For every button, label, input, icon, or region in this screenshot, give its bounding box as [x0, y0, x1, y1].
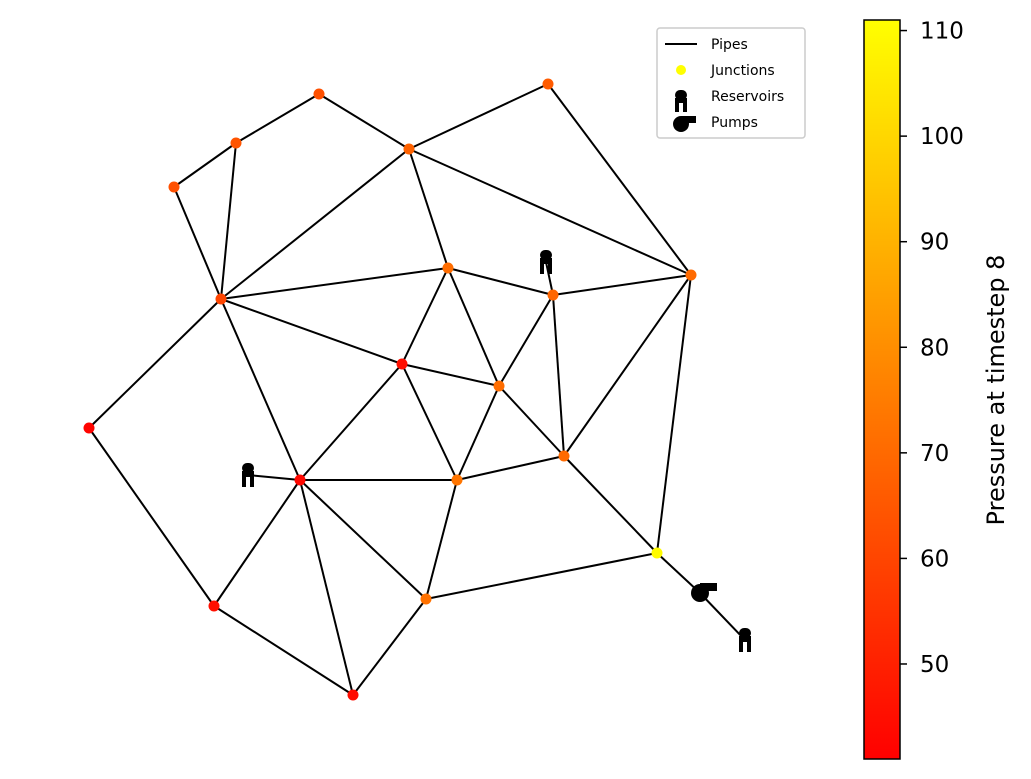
reservoir-icon: [242, 463, 254, 487]
pipe: [552, 274, 692, 296]
pipe: [352, 598, 427, 696]
junction-node: [83, 422, 95, 434]
colorbar-tick-label: 60: [920, 546, 949, 572]
pipe: [220, 298, 301, 481]
junction-node: [215, 293, 227, 305]
legend: Pipes Junctions Reservoirs Pumps: [656, 27, 806, 139]
legend-reservoirs-label: Reservoirs: [711, 89, 784, 105]
junction-node: [396, 358, 408, 370]
colorbar-label: Pressure at timestep 8: [982, 255, 1010, 526]
pipe: [547, 83, 692, 276]
pipe: [447, 267, 554, 296]
legend-junction-swatch: [676, 65, 686, 75]
pipe: [235, 93, 320, 144]
pipe: [699, 592, 746, 641]
pipe: [173, 142, 237, 188]
junction-node: [347, 689, 359, 701]
colorbar-tick-label: 110: [920, 19, 964, 45]
junction-node: [442, 262, 454, 274]
colorbar: 50 60 70 80 90 100 110 Pressure at timestep 8: [863, 19, 1010, 760]
pipe: [545, 261, 554, 296]
pipe: [220, 267, 449, 300]
pipe: [299, 479, 427, 600]
junction-node: [542, 78, 554, 90]
pipe: [456, 385, 500, 481]
pipe: [213, 479, 301, 607]
reservoir-icon: [739, 628, 751, 652]
reservoir-icon: [540, 250, 552, 274]
pipes-layer: [88, 83, 746, 696]
junction-node: [420, 593, 432, 605]
colorbar-tick-label: 100: [920, 124, 964, 150]
pipe: [247, 474, 301, 481]
pipe: [498, 385, 565, 457]
junction-node: [451, 474, 463, 486]
pipe: [563, 274, 692, 457]
pumps-layer: [691, 583, 717, 602]
pipe: [220, 148, 410, 300]
junction-node: [651, 547, 663, 559]
junction-node: [403, 143, 415, 155]
junction-node: [493, 380, 505, 392]
pipe: [563, 455, 658, 554]
legend-reservoir-icon: [675, 90, 687, 112]
colorbar-gradient: [863, 19, 901, 760]
pipe: [656, 552, 701, 594]
pipe: [401, 363, 500, 387]
pipe: [88, 427, 215, 607]
junctions-layer: [83, 78, 697, 701]
pipe: [408, 148, 692, 276]
reservoirs-layer: [242, 250, 751, 652]
junction-node: [685, 269, 697, 281]
pipe: [173, 186, 222, 300]
junction-node: [313, 88, 325, 100]
junction-node: [208, 600, 220, 612]
colorbar-ticks: 50 60 70 80 90 100 110: [900, 19, 964, 678]
legend-frame: [656, 27, 806, 139]
legend-pipes-label: Pipes: [711, 37, 748, 53]
junction-node: [168, 181, 180, 193]
pipe: [408, 83, 549, 150]
colorbar-tick-label: 80: [920, 335, 949, 361]
junction-node: [558, 450, 570, 462]
pipe: [498, 294, 554, 387]
pipe: [213, 605, 354, 696]
pipe: [299, 479, 354, 696]
pipe: [299, 363, 403, 481]
junction-node: [294, 474, 306, 486]
junction-node: [547, 289, 559, 301]
colorbar-tick-label: 90: [920, 230, 949, 256]
pipe: [408, 148, 449, 269]
pipe: [656, 274, 692, 554]
legend-pump-icon: [673, 116, 696, 132]
pipe: [401, 363, 458, 481]
pipe: [425, 479, 458, 600]
pipe: [425, 552, 658, 600]
pipe: [456, 455, 565, 481]
pipe: [401, 267, 449, 365]
pipe: [220, 298, 403, 365]
pump-icon: [691, 583, 717, 602]
colorbar-tick-label: 70: [920, 441, 949, 467]
pipe: [88, 298, 222, 429]
pipe: [220, 142, 237, 300]
junction-node: [230, 137, 242, 149]
legend-pumps-label: Pumps: [711, 115, 758, 131]
pipe: [318, 93, 410, 150]
pipe: [447, 267, 500, 387]
legend-junctions-label: Junctions: [710, 63, 775, 79]
pipe: [552, 294, 565, 457]
colorbar-tick-label: 50: [920, 652, 949, 678]
